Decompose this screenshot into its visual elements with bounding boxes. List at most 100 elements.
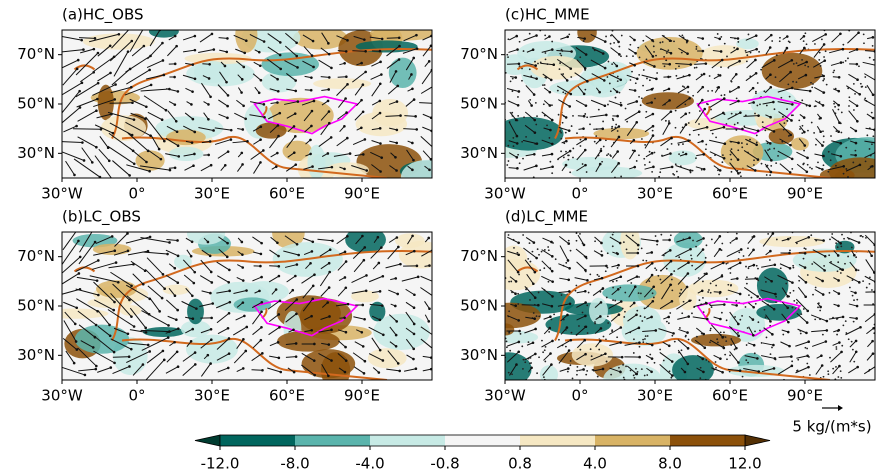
- vector-head: [721, 336, 724, 339]
- stipple: [657, 274, 660, 277]
- vector-head: [854, 153, 857, 157]
- vector-head: [566, 259, 570, 262]
- vector: [748, 326, 754, 336]
- stipple: [755, 264, 758, 267]
- vector: [337, 261, 347, 271]
- vector-head: [142, 44, 146, 48]
- stipple: [809, 166, 811, 169]
- vector-head: [569, 67, 573, 70]
- stipple: [745, 359, 748, 362]
- vector: [813, 261, 825, 271]
- vector-head: [855, 304, 859, 308]
- stipple: [651, 292, 654, 295]
- stipple: [850, 340, 853, 343]
- stipple: [530, 362, 533, 364]
- vector-head: [702, 72, 706, 76]
- vector-head: [736, 47, 739, 51]
- vector: [147, 285, 163, 299]
- vector: [422, 45, 432, 57]
- stipple: [822, 141, 825, 143]
- vector-head: [330, 359, 333, 362]
- stipple: [787, 83, 790, 86]
- vector: [644, 166, 654, 170]
- vector-head: [415, 264, 419, 268]
- vector: [352, 71, 366, 83]
- vector: [832, 365, 840, 375]
- vector-head: [396, 84, 400, 88]
- vector: [556, 339, 572, 349]
- vector-head: [650, 88, 654, 91]
- vector: [709, 339, 725, 349]
- stipple: [862, 33, 865, 36]
- shading: [351, 290, 379, 303]
- vector: [762, 342, 774, 346]
- vector: [89, 33, 119, 43]
- vector-head: [568, 302, 572, 306]
- vector-head: [227, 337, 231, 340]
- vector-head: [346, 302, 350, 306]
- vector-head: [80, 38, 83, 42]
- vector: [146, 350, 164, 364]
- stipple: [685, 41, 688, 44]
- vector: [540, 62, 554, 66]
- vector: [217, 327, 229, 335]
- vector: [524, 328, 536, 334]
- vector: [286, 136, 296, 148]
- stipple: [721, 154, 724, 156]
- vector: [574, 277, 588, 281]
- vector: [777, 101, 793, 105]
- vector: [797, 61, 807, 67]
- stipple: [801, 58, 803, 61]
- vector-head: [395, 236, 399, 239]
- vector-head: [838, 121, 841, 125]
- vector: [185, 87, 193, 93]
- vector-head: [650, 251, 654, 254]
- vector-head: [803, 130, 806, 134]
- vector: [237, 164, 243, 172]
- vector-head: [570, 50, 573, 53]
- vector: [796, 313, 808, 323]
- vector: [183, 49, 195, 53]
- vector-head: [127, 355, 131, 359]
- vector-head: [566, 367, 570, 370]
- vector-head: [702, 153, 706, 156]
- vector-head: [144, 326, 147, 330]
- vector-head: [755, 143, 758, 147]
- stipple: [714, 361, 717, 363]
- stipple: [532, 312, 535, 314]
- vector: [509, 111, 517, 121]
- vector: [143, 95, 167, 111]
- vector-head: [173, 166, 177, 170]
- vector-head: [312, 65, 315, 69]
- stipple: [852, 161, 855, 164]
- vector: [777, 274, 793, 284]
- vector: [216, 338, 230, 350]
- vector: [745, 138, 757, 146]
- vector: [764, 276, 772, 282]
- map-panel: [505, 232, 875, 380]
- shading: [400, 159, 432, 178]
- vector: [676, 300, 690, 310]
- stipple: [591, 368, 594, 371]
- stipple: [576, 366, 579, 368]
- vector: [865, 50, 875, 52]
- vector-head: [365, 274, 368, 277]
- stipple: [695, 48, 698, 50]
- vector: [558, 126, 570, 132]
- x-tick-label: 0°: [128, 185, 145, 203]
- stipple: [511, 373, 513, 376]
- vector-head: [786, 330, 790, 334]
- vector: [150, 134, 160, 150]
- stipple: [651, 171, 654, 173]
- vector-head: [773, 263, 777, 267]
- vector: [526, 273, 534, 285]
- vector: [644, 135, 654, 149]
- vector-head: [806, 354, 809, 358]
- vector-head: [635, 100, 639, 103]
- vector-head: [807, 340, 810, 344]
- stipple: [560, 48, 563, 51]
- stipple: [865, 236, 867, 239]
- vector: [560, 314, 568, 322]
- vector: [62, 232, 77, 251]
- vector-head: [551, 165, 554, 169]
